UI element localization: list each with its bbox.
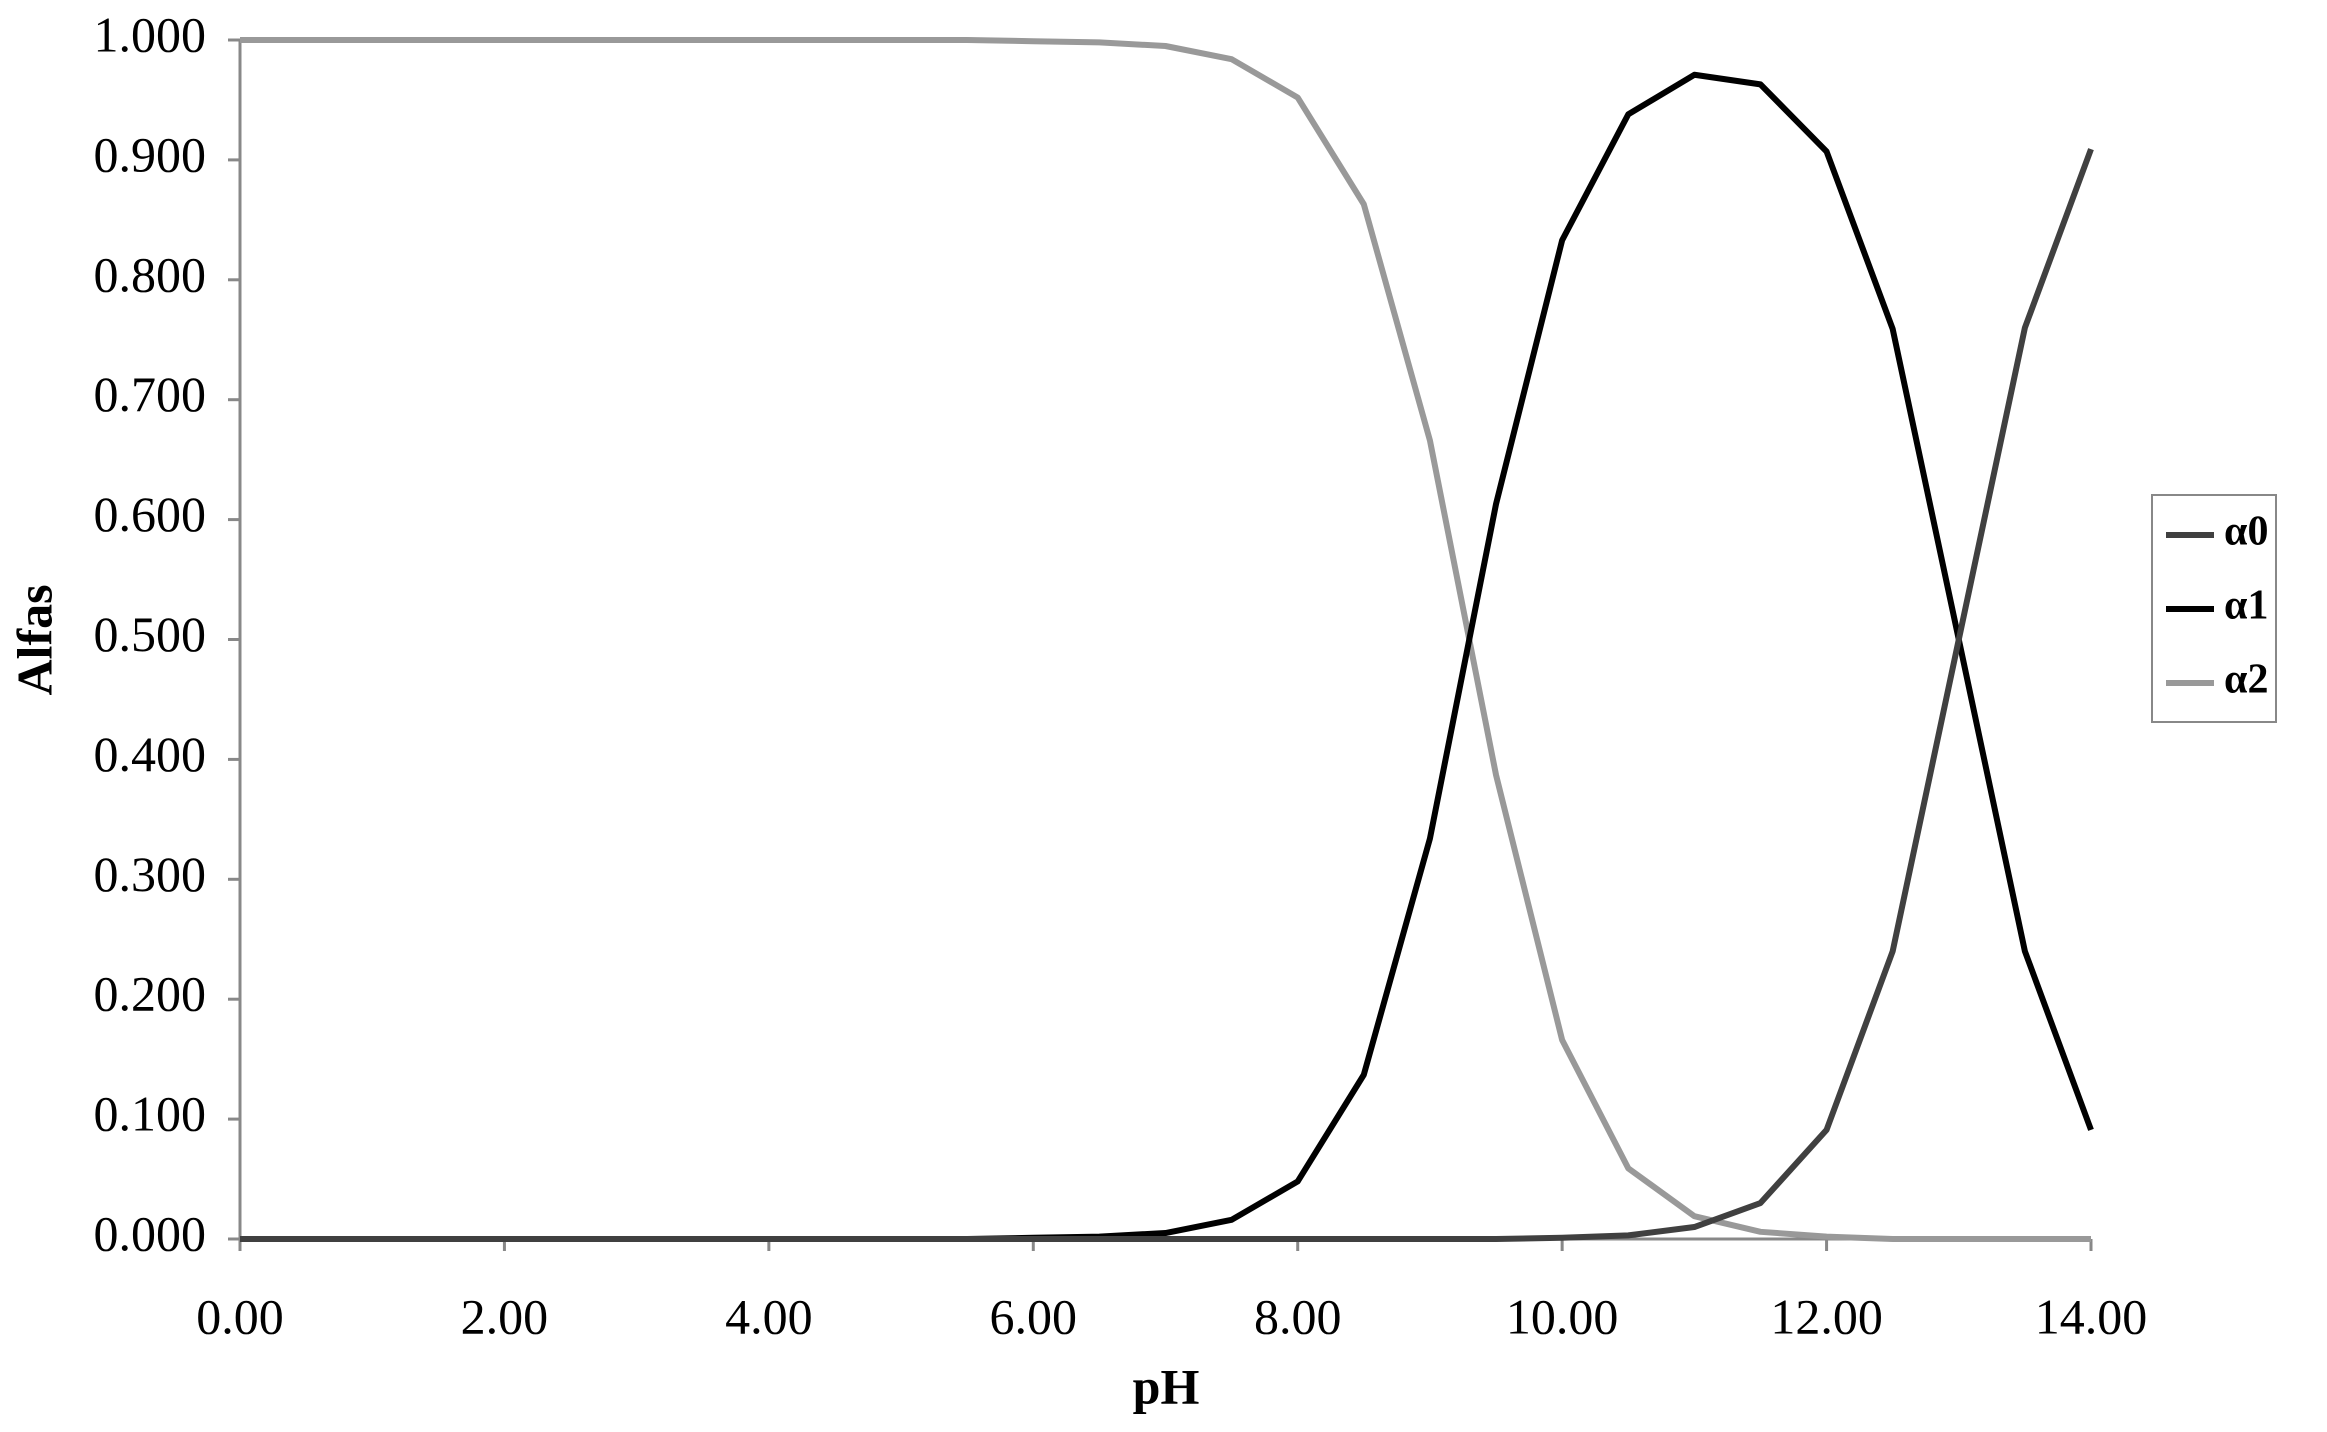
legend-label: α1 bbox=[2224, 583, 2268, 629]
x-tick-label: 4.00 bbox=[725, 1288, 813, 1344]
y-tick-label: 0.500 bbox=[94, 606, 207, 662]
y-tick-label: 0.200 bbox=[94, 966, 207, 1022]
y-tick-label: 0.400 bbox=[94, 726, 207, 782]
x-axis-title: pH bbox=[1133, 1358, 1200, 1414]
x-tick-label: 8.00 bbox=[1254, 1288, 1342, 1344]
y-tick-label: 0.900 bbox=[94, 126, 207, 182]
y-tick-label: 0.700 bbox=[94, 366, 207, 422]
y-tick-label: 0.600 bbox=[94, 486, 207, 542]
series-line bbox=[240, 37, 2091, 1242]
series-line bbox=[240, 71, 2094, 1242]
y-axis-title: Alfas bbox=[6, 584, 62, 695]
x-tick-label: 10.00 bbox=[1506, 1288, 1619, 1344]
y-tick-label: 0.100 bbox=[94, 1086, 207, 1142]
x-tick-label: 0.00 bbox=[196, 1288, 284, 1344]
y-tick-label: 0.300 bbox=[94, 846, 207, 902]
x-tick-label: 12.00 bbox=[1770, 1288, 1883, 1344]
y-tick-label: 1.000 bbox=[94, 6, 207, 62]
x-tick-label: 2.00 bbox=[461, 1288, 549, 1344]
y-tick-label: 0.800 bbox=[94, 246, 207, 302]
x-tick-label: 14.00 bbox=[2035, 1288, 2148, 1344]
series-line bbox=[240, 148, 2094, 1242]
y-tick-label: 0.000 bbox=[94, 1205, 207, 1261]
legend-label: α0 bbox=[2224, 509, 2268, 555]
x-tick-label: 6.00 bbox=[990, 1288, 1078, 1344]
legend-label: α2 bbox=[2224, 657, 2268, 703]
